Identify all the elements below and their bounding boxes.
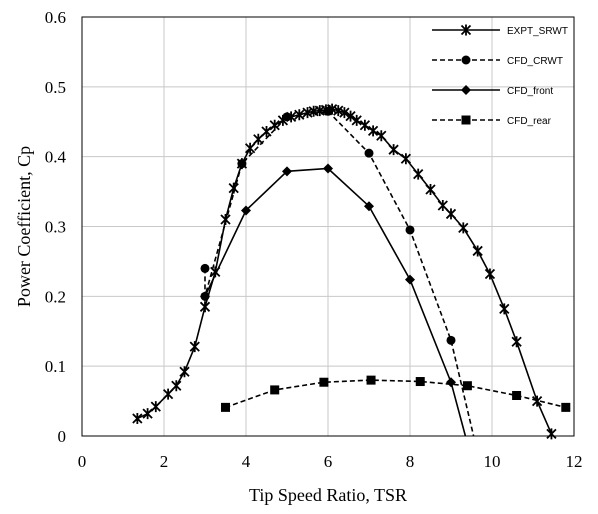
x-tick-label: 4 (242, 452, 251, 471)
diamond-marker (323, 163, 333, 174)
star-marker (499, 303, 510, 315)
diamond-marker (446, 377, 456, 388)
diamond-marker (241, 205, 251, 216)
star-marker (388, 144, 399, 156)
legend-label: CFD_CRWT (507, 56, 563, 67)
square-marker (415, 377, 425, 387)
star-marker (484, 268, 496, 280)
star-marker (400, 153, 412, 165)
diamond-marker (200, 291, 210, 302)
y-tick-label: 0.1 (45, 357, 66, 376)
star-marker (445, 208, 457, 220)
star-marker (269, 119, 280, 131)
y-axis-label: Power Coefficient, Cp (14, 146, 34, 307)
series-expt-srwt (132, 103, 557, 440)
star-marker (333, 105, 344, 117)
circle-marker (446, 335, 456, 345)
series-line (204, 110, 475, 437)
star-marker (460, 24, 472, 36)
x-tick-label: 0 (78, 452, 87, 471)
plot-frame (81, 16, 575, 437)
diamond-marker (405, 274, 415, 285)
star-marker (437, 200, 448, 212)
square-marker (462, 381, 472, 391)
star-marker (458, 222, 469, 234)
y-tick-label: 0.4 (45, 148, 67, 167)
square-marker (319, 377, 329, 387)
star-marker (189, 341, 200, 353)
star-marker (162, 388, 174, 400)
x-tick-label: 12 (566, 452, 583, 471)
legend-entry: CFD_front (432, 85, 553, 97)
diamond-marker (282, 166, 292, 177)
star-marker (531, 395, 543, 407)
star-marker (339, 107, 350, 119)
circle-marker (461, 55, 471, 65)
square-marker (561, 402, 571, 412)
star-marker (546, 428, 557, 440)
x-tick-label: 6 (324, 452, 333, 471)
star-marker (179, 366, 190, 378)
legend-entry: EXPT_SRWT (432, 24, 568, 37)
star-marker (132, 413, 143, 425)
legend-label: EXPT_SRWT (507, 26, 568, 37)
y-tick-label: 0.6 (45, 8, 66, 27)
square-marker (270, 385, 280, 395)
series-cfd-rear (221, 375, 571, 412)
series-cfd-crwt (200, 106, 475, 437)
circle-marker (200, 263, 210, 273)
circle-marker (364, 148, 374, 158)
y-tick-label: 0.2 (45, 287, 66, 306)
y-tick-label: 0.3 (45, 218, 66, 237)
y-tick-label: 0 (58, 427, 67, 446)
square-marker (512, 390, 522, 400)
star-marker (351, 114, 362, 126)
circle-marker (237, 159, 247, 169)
star-marker (359, 119, 371, 131)
legend-entry: CFD_CRWT (432, 55, 563, 67)
legend-entry: CFD_rear (432, 115, 552, 127)
circle-marker (405, 225, 415, 235)
tick-labels: 0 2 4 6 8 10 12 0 0.1 0.2 0.3 0.4 0.5 0.6 (45, 8, 583, 471)
star-marker (171, 380, 182, 392)
circle-marker (282, 112, 292, 122)
star-marker (253, 133, 264, 145)
star-marker (220, 214, 231, 226)
star-marker (472, 245, 483, 257)
square-marker (221, 402, 230, 412)
x-tick-label: 2 (160, 452, 169, 471)
legend: EXPT_SRWT CFD_CRWT CFD_front CFD_rear (432, 24, 568, 127)
legend-label: CFD_rear (507, 116, 552, 127)
grid-lines (81, 16, 575, 437)
star-marker (367, 125, 379, 137)
series-line (225, 379, 566, 409)
star-marker (413, 168, 424, 180)
diamond-marker (364, 201, 374, 212)
legend-label: CFD_front (507, 86, 553, 97)
series-cfd-front (200, 163, 467, 437)
circle-marker (323, 106, 333, 116)
diamond-marker (461, 85, 471, 95)
y-tick-label: 0.5 (45, 78, 66, 97)
x-tick-label: 8 (406, 452, 415, 471)
star-marker (376, 130, 387, 142)
star-marker (261, 126, 272, 138)
x-axis-label: Tip Speed Ratio, TSR (249, 485, 407, 505)
square-marker (366, 375, 376, 385)
star-marker (511, 336, 522, 348)
star-marker (345, 110, 356, 122)
plot-series (132, 103, 571, 440)
square-marker (461, 115, 471, 125)
x-tick-label: 10 (484, 452, 501, 471)
star-marker (425, 183, 436, 195)
star-marker (199, 301, 211, 313)
star-marker (150, 401, 161, 413)
series-line (204, 167, 467, 437)
star-marker (244, 142, 256, 154)
star-marker (142, 408, 153, 420)
